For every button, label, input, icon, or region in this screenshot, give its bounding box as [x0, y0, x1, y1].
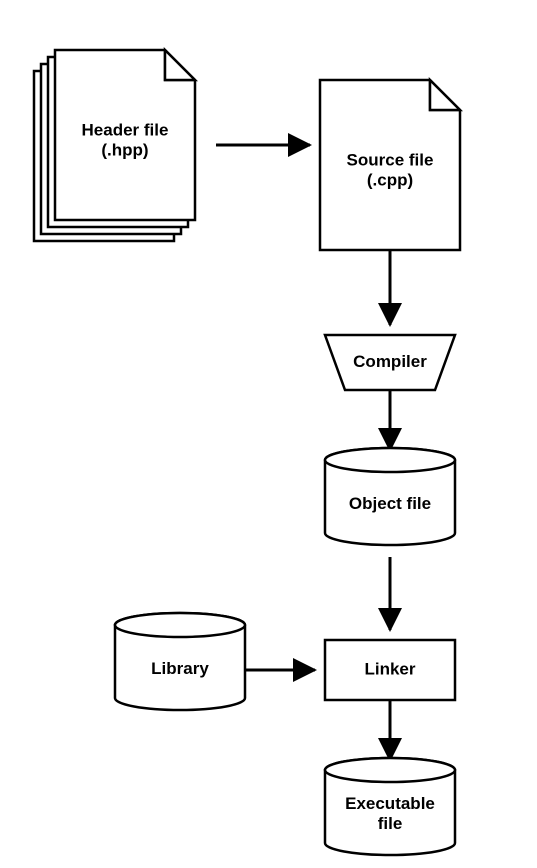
header-label-2: (.hpp) — [101, 140, 148, 159]
nodes-layer: Header file(.hpp) Source file(.cpp) Compil… — [34, 50, 460, 855]
compilation-flowchart: Header file(.hpp) Source file(.cpp) Compil… — [0, 0, 537, 868]
node-source: Source file(.cpp) — [320, 80, 460, 250]
executable-label-2: file — [378, 814, 403, 833]
node-object: Object file — [325, 448, 455, 545]
node-executable: Executablefile — [325, 758, 455, 855]
library-label-1: Library — [151, 659, 209, 678]
compiler-label-1: Compiler — [353, 352, 427, 371]
node-library: Library — [115, 613, 245, 710]
header-label-1: Header file — [82, 120, 169, 139]
executable-label-1: Executable — [345, 794, 435, 813]
node-header: Header file(.hpp) — [34, 50, 195, 241]
source-label-2: (.cpp) — [367, 170, 413, 189]
linker-label-1: Linker — [364, 659, 415, 678]
node-linker: Linker — [325, 640, 455, 700]
source-label-1: Source file — [347, 150, 434, 169]
node-compiler: Compiler — [325, 335, 455, 390]
object-label-1: Object file — [349, 494, 431, 513]
